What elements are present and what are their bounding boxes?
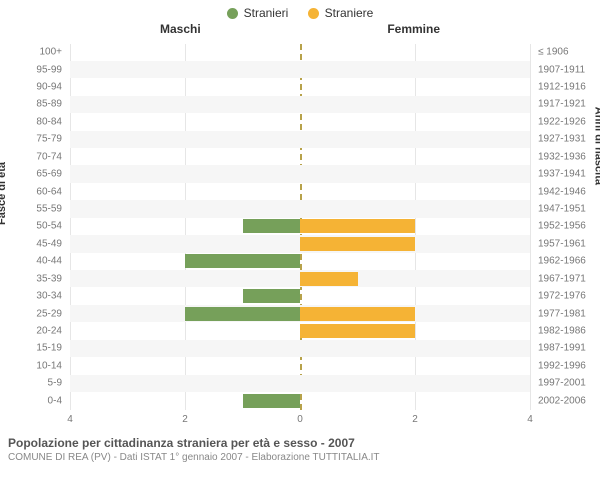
chart-row: 35-391967-1971 [70,270,530,287]
birth-year-label: 1957-1961 [538,238,600,249]
bar-female [300,219,415,233]
legend-swatch-stranieri [227,8,238,19]
age-label: 100+ [0,47,62,58]
column-title-left: Maschi [160,22,201,36]
bar-female [300,307,415,321]
bar-female [300,272,358,286]
legend-label-stranieri: Stranieri [244,6,289,20]
birth-year-label: 1992-1996 [538,360,600,371]
chart-row: 50-541952-1956 [70,218,530,235]
bar-male [185,254,300,268]
age-label: 70-74 [0,151,62,162]
bar-male [243,219,301,233]
chart-row: 40-441962-1966 [70,253,530,270]
chart-row: 90-941912-1916 [70,78,530,95]
chart-row: 5-91997-2001 [70,375,530,392]
age-label: 65-69 [0,169,62,180]
bar-male [243,394,301,408]
x-tick: 4 [527,414,533,425]
chart-row: 70-741932-1936 [70,148,530,165]
birth-year-label: 1917-1921 [538,99,600,110]
bar-female [300,324,415,338]
birth-year-label: 1922-1926 [538,116,600,127]
chart-rows: 100+≤ 190695-991907-191190-941912-191685… [70,44,530,410]
birth-year-label: 1972-1976 [538,291,600,302]
birth-year-label: 1947-1951 [538,204,600,215]
birth-year-label: 1987-1991 [538,343,600,354]
age-label: 55-59 [0,204,62,215]
x-tick: 0 [297,414,303,425]
x-ticks: 4 2 0 2 4 [70,412,530,430]
x-tick: 2 [182,414,188,425]
chart-row: 55-591947-1951 [70,200,530,217]
column-title-right: Femmine [387,22,440,36]
age-label: 0-4 [0,395,62,406]
birth-year-label: 1952-1956 [538,221,600,232]
chart-row: 60-641942-1946 [70,183,530,200]
age-label: 20-24 [0,325,62,336]
age-label: 95-99 [0,64,62,75]
birth-year-label: 2002-2006 [538,395,600,406]
age-label: 10-14 [0,360,62,371]
birth-year-label: 1977-1981 [538,308,600,319]
age-label: 5-9 [0,378,62,389]
chart-row: 95-991907-1911 [70,61,530,78]
chart-row: 20-241982-1986 [70,322,530,339]
x-tick: 4 [67,414,73,425]
birth-year-label: 1937-1941 [538,169,600,180]
age-label: 90-94 [0,82,62,93]
bar-female [300,237,415,251]
birth-year-label: 1907-1911 [538,64,600,75]
chart-row: 25-291977-1981 [70,305,530,322]
age-label: 35-39 [0,273,62,284]
bar-male [185,307,300,321]
chart-row: 0-42002-2006 [70,392,530,409]
legend-item-straniere: Straniere [308,6,374,20]
birth-year-label: 1942-1946 [538,186,600,197]
x-tick: 2 [412,414,418,425]
age-label: 30-34 [0,291,62,302]
column-titles: Maschi Femmine [0,22,600,40]
chart-row: 85-891917-1921 [70,96,530,113]
chart-row: 30-341972-1976 [70,287,530,304]
age-label: 25-29 [0,308,62,319]
chart-row: 45-491957-1961 [70,235,530,252]
age-label: 80-84 [0,116,62,127]
chart-row: 10-141992-1996 [70,357,530,374]
chart-row: 80-841922-1926 [70,113,530,130]
footer-title: Popolazione per cittadinanza straniera p… [8,436,592,450]
chart-row: 15-191987-1991 [70,340,530,357]
legend: Stranieri Straniere [0,0,600,22]
chart-area: 100+≤ 190695-991907-191190-941912-191685… [70,40,530,430]
age-label: 15-19 [0,343,62,354]
bar-male [243,289,301,303]
birth-year-label: ≤ 1906 [538,47,600,58]
chart-row: 100+≤ 1906 [70,44,530,61]
legend-label-straniere: Straniere [325,6,374,20]
birth-year-label: 1912-1916 [538,82,600,93]
age-label: 40-44 [0,256,62,267]
footer-subtitle: COMUNE DI REA (PV) - Dati ISTAT 1° genna… [8,452,592,463]
age-label: 50-54 [0,221,62,232]
birth-year-label: 1927-1931 [538,134,600,145]
legend-swatch-straniere [308,8,319,19]
legend-item-stranieri: Stranieri [227,6,289,20]
birth-year-label: 1982-1986 [538,325,600,336]
age-label: 45-49 [0,238,62,249]
gridline [530,44,531,410]
birth-year-label: 1932-1936 [538,151,600,162]
age-label: 85-89 [0,99,62,110]
chart-row: 65-691937-1941 [70,165,530,182]
chart-row: 75-791927-1931 [70,131,530,148]
footer: Popolazione per cittadinanza straniera p… [0,430,600,463]
birth-year-label: 1967-1971 [538,273,600,284]
age-label: 75-79 [0,134,62,145]
birth-year-label: 1962-1966 [538,256,600,267]
age-label: 60-64 [0,186,62,197]
birth-year-label: 1997-2001 [538,378,600,389]
